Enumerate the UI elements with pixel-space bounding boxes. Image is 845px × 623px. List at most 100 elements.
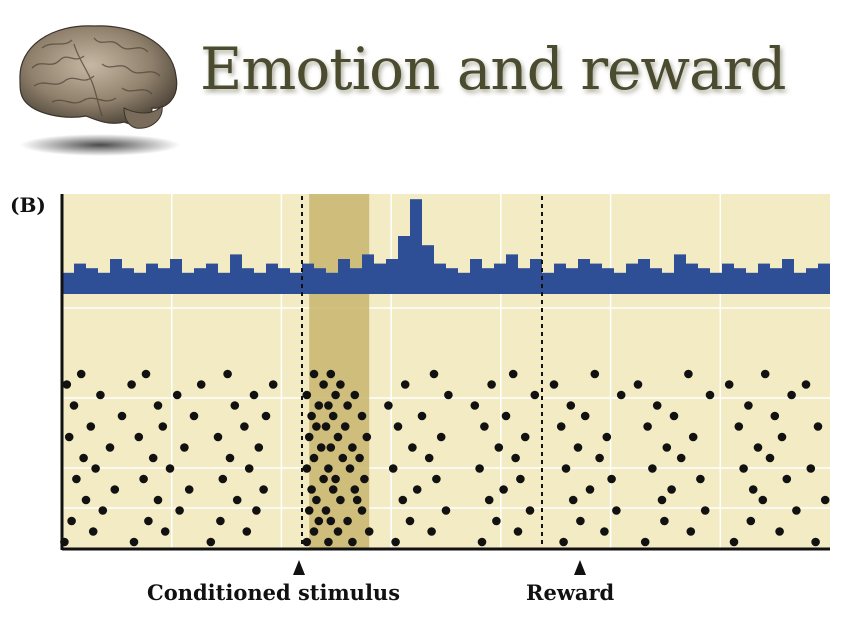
spike-dot [175, 506, 184, 515]
panel-label: (B) [10, 193, 46, 217]
histogram-bar [266, 263, 278, 282]
histogram-bar [410, 199, 422, 282]
histogram-bar [122, 268, 134, 282]
spike-dot [417, 411, 427, 421]
spike-dot [612, 506, 621, 515]
spike-dot [312, 422, 321, 431]
spike-dot [436, 432, 446, 442]
histogram-bar [158, 268, 170, 282]
histogram-bar [614, 272, 626, 282]
spike-dot [405, 516, 415, 526]
spike-dot [700, 506, 710, 515]
spike-dot [388, 464, 398, 473]
histogram-bar [98, 272, 110, 282]
spike-dot [67, 516, 76, 526]
spike-dot [144, 516, 153, 526]
spike-dot [259, 485, 268, 494]
histogram-bar [578, 259, 590, 282]
spike-raster [60, 369, 830, 547]
histogram-bar [218, 272, 230, 282]
spike-dot [165, 464, 175, 473]
spike-dot [86, 422, 96, 431]
spike-dot [813, 422, 823, 431]
spike-dot [398, 495, 408, 505]
histogram-bar [326, 272, 338, 282]
histogram-bar [554, 263, 566, 282]
histogram-bar [686, 263, 698, 282]
spike-dot [96, 390, 105, 400]
raster-histogram-figure [60, 194, 830, 551]
histogram-bar [482, 268, 494, 282]
spike-dot [739, 464, 748, 473]
histogram-bar [278, 268, 290, 282]
spike-dot [792, 506, 801, 515]
spike-dot [616, 390, 626, 400]
spike-dot [309, 369, 319, 379]
spike-dot [770, 411, 780, 421]
spike-dot [568, 495, 578, 505]
spike-dot [218, 474, 228, 484]
spike-dot [424, 453, 434, 463]
spike-dot [196, 380, 206, 389]
spike-dot [355, 453, 364, 463]
histogram-bar [86, 268, 98, 282]
spike-dot [549, 380, 559, 389]
spike-dot [602, 432, 612, 442]
spike-dot [324, 401, 333, 410]
spike-dot [321, 506, 331, 515]
spike-dot [336, 495, 345, 505]
histogram-bar [206, 263, 218, 282]
histogram-bar [374, 263, 386, 282]
conditioned-stimulus-label: Conditioned stimulus [147, 580, 401, 605]
histogram-bar [458, 272, 470, 282]
spike-dot [566, 401, 576, 410]
spike-dot [501, 411, 511, 421]
spike-dot [760, 369, 770, 379]
spike-dot [429, 369, 439, 379]
spike-dot [744, 401, 753, 410]
histogram-bar [494, 263, 506, 282]
spike-dot [333, 527, 343, 536]
histogram-bar [734, 268, 746, 282]
histogram-baseline [62, 282, 830, 294]
histogram-bar [254, 272, 266, 282]
spike-dot [350, 390, 360, 400]
spike-dot [412, 485, 422, 494]
spike-dot [508, 369, 518, 379]
spike-dot [336, 380, 345, 389]
histogram-bar [590, 263, 602, 282]
spike-dot [705, 390, 715, 400]
spike-dot [513, 527, 523, 536]
spike-dot [777, 432, 787, 442]
histogram-bar [62, 272, 74, 282]
spike-dot [775, 527, 784, 536]
spike-dot [343, 516, 352, 526]
spike-dot [470, 401, 480, 410]
histogram-bar [74, 263, 86, 282]
histogram-bar [710, 272, 722, 282]
spike-dot [172, 390, 182, 400]
spike-dot [240, 422, 249, 431]
spike-dot [216, 516, 225, 526]
histogram-bar [170, 259, 182, 282]
spike-dot [753, 443, 763, 452]
spike-dot [576, 516, 585, 526]
histogram-bar [806, 268, 818, 282]
spike-dot [688, 432, 698, 442]
spike-dot [492, 516, 501, 526]
spike-dot [734, 422, 744, 431]
spike-dot [477, 537, 487, 547]
spike-dot [475, 464, 484, 473]
spike-dot [511, 453, 520, 463]
spike-dot [345, 464, 355, 473]
histogram-bar [302, 263, 314, 282]
histogram-bar [362, 254, 374, 282]
spike-dot [81, 495, 91, 505]
spike-dot [309, 453, 319, 463]
histogram-bar [194, 268, 206, 282]
spike-dot [633, 380, 643, 389]
spike-dot [148, 453, 158, 463]
response-window-highlight [309, 194, 370, 548]
spike-dot [357, 506, 367, 515]
histogram-bar [794, 272, 806, 282]
